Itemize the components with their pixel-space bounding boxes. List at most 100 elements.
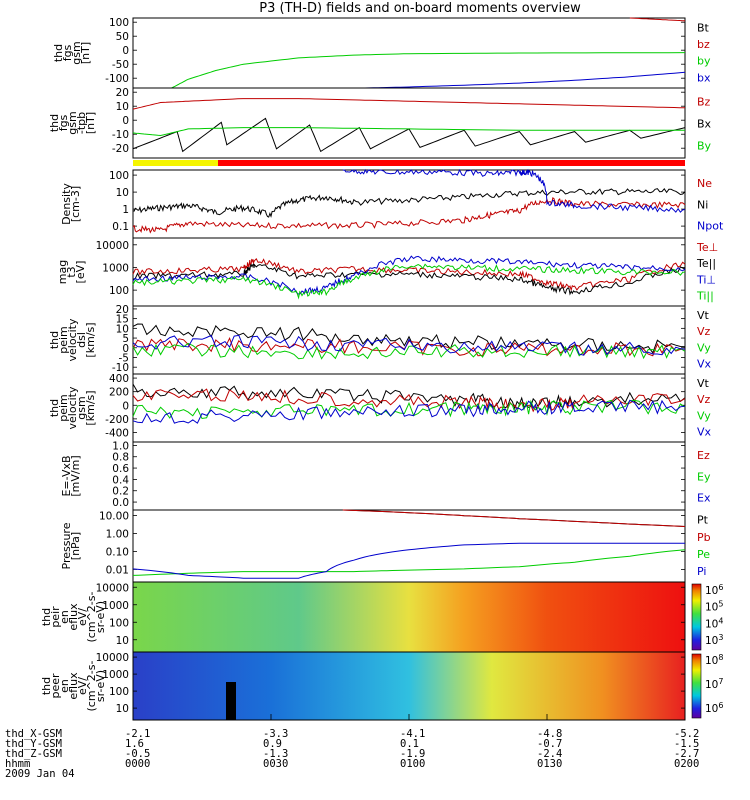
y-axis-label: -tpb (75, 112, 88, 134)
spectrogram (133, 652, 685, 720)
y-axis-label: peer (49, 673, 62, 699)
ephemeris-value: -4.8 (537, 728, 562, 740)
figure-title: P3 (TH-D) fields and on-board moments ov… (259, 1, 581, 16)
legend-entry: Ti⊥ (696, 273, 716, 286)
y-axis-label: Pressure (60, 522, 73, 569)
y-axis-label: thd (40, 608, 53, 626)
y-tick-label: 15 (116, 314, 129, 326)
y-tick-label: 100 (109, 617, 129, 629)
y-tick-label: 100 (109, 285, 129, 297)
y-axis-label: (cm^2-s- (85, 592, 98, 643)
ephemeris-value: -2.7 (674, 748, 699, 760)
legend-entry: Ez (697, 449, 710, 462)
ephemeris-label: thd_Z-GSM (5, 748, 62, 760)
y-tick-label: -100 (105, 73, 129, 85)
quality-status-bar (133, 160, 685, 166)
y-tick-label: -400 (105, 427, 129, 439)
legend-entry: Bz (697, 96, 711, 109)
legend-entry: Ti|| (696, 290, 714, 303)
y-tick-label: 0.0 (112, 497, 129, 509)
series-line-Ne (132, 197, 686, 234)
y-tick-label: 1.00 (106, 528, 129, 540)
y-tick-label: 0.2 (112, 486, 129, 498)
series-line-Pe (132, 549, 686, 576)
panel-frame (132, 441, 686, 511)
y-tick-label: 0.1 (112, 221, 129, 233)
y-axis-label: t3 (65, 266, 78, 277)
legend-entry: Bt (697, 21, 710, 34)
y-axis-label: Density (60, 183, 73, 225)
series-line-Vx (132, 334, 686, 356)
y-tick-label: 1.0 (112, 440, 129, 452)
legend-entry: bz (697, 38, 710, 51)
panel-10: 108 107 106 10000 1000 100 10 thdpeerenefluxeV/… (40, 651, 723, 721)
y-tick-label: -50 (112, 59, 129, 71)
panels: 100500-50-100thdfgsgsm[nT]Btbzbybx20100-… (40, 17, 724, 721)
panel-frame (132, 509, 686, 583)
series-line-By (132, 127, 685, 137)
series-line-Vx (132, 399, 686, 424)
y-tick-label: 10 (116, 101, 129, 113)
ephemeris-label: hhmm (5, 758, 30, 770)
ephemeris-value: -2.1 (125, 728, 150, 740)
status-segment (218, 160, 685, 166)
legend-entry: Npot (697, 220, 724, 233)
series-line-Ni (132, 187, 686, 218)
colorbar (691, 653, 702, 719)
y-tick-label: 0 (122, 343, 129, 355)
colorbar-label: 107 (705, 677, 723, 691)
y-axis-label: sr-eV) (94, 670, 107, 702)
series-line-Vz (132, 337, 686, 357)
y-axis-label: [nT] (84, 112, 97, 134)
legend-entry: Bx (697, 117, 712, 130)
y-axis-label: eflux (67, 672, 80, 700)
legend-entry: Vy (697, 341, 711, 354)
y-tick-label: -10 (112, 362, 129, 374)
colorbar-label: 104 (705, 616, 723, 630)
colorbar-label: 106 (705, 583, 723, 597)
series-line-Vt (132, 323, 686, 354)
y-axis-label: thd (48, 331, 61, 349)
series-line-Vy (132, 399, 686, 420)
y-tick-label: 20 (116, 87, 129, 99)
ephemeris-value: -3.3 (263, 728, 288, 740)
series-line-Pi (132, 542, 685, 579)
legend-entry: Pe (697, 548, 710, 561)
y-axis-label: [km/s] (84, 390, 97, 425)
legend-entry: Ey (697, 470, 711, 483)
y-axis-label: (cm^2-s- (85, 661, 98, 712)
y-axis-label: thd (52, 44, 65, 62)
legend-entry: Vz (697, 393, 711, 406)
series-line-Ti⊥ (132, 255, 686, 296)
y-axis-label: dsl (75, 332, 88, 348)
ephemeris-value: 0100 (400, 758, 425, 770)
y-tick-label: 100 (109, 170, 129, 182)
y-tick-label: 10 (116, 323, 129, 335)
panel-frame (132, 87, 686, 159)
ephemeris-value: -0.7 (537, 738, 562, 750)
y-tick-label: 20 (116, 304, 129, 316)
series-line-Bz (132, 98, 686, 110)
legend-entry: Pb (697, 531, 711, 544)
series-line-Vt (132, 383, 686, 411)
data-gap (226, 682, 236, 720)
y-axis-label: gsm (66, 111, 79, 134)
y-tick-label: 1000 (102, 600, 129, 612)
legend-entry: Pi (697, 565, 706, 578)
y-tick-label: 0.8 (112, 452, 129, 464)
y-tick-label: -20 (112, 143, 129, 155)
y-axis-label: fgs (57, 114, 70, 131)
y-axis-label: velocity (66, 386, 79, 429)
y-axis-label: gsm (70, 41, 83, 64)
y-axis-label: E=-VxB (60, 455, 73, 496)
ephemeris-value: -0.5 (125, 748, 150, 760)
y-axis-label: eflux (67, 603, 80, 631)
legend-entry: Vx (697, 426, 712, 439)
y-tick-label: 400 (109, 373, 129, 385)
legend-entry: Vt (697, 309, 710, 322)
ephemeris-footer: thd_X-GSM -2.1 -3.3 -4.1 -4.8 -5.2 thd_Y-GSM 1.… (5, 714, 699, 780)
